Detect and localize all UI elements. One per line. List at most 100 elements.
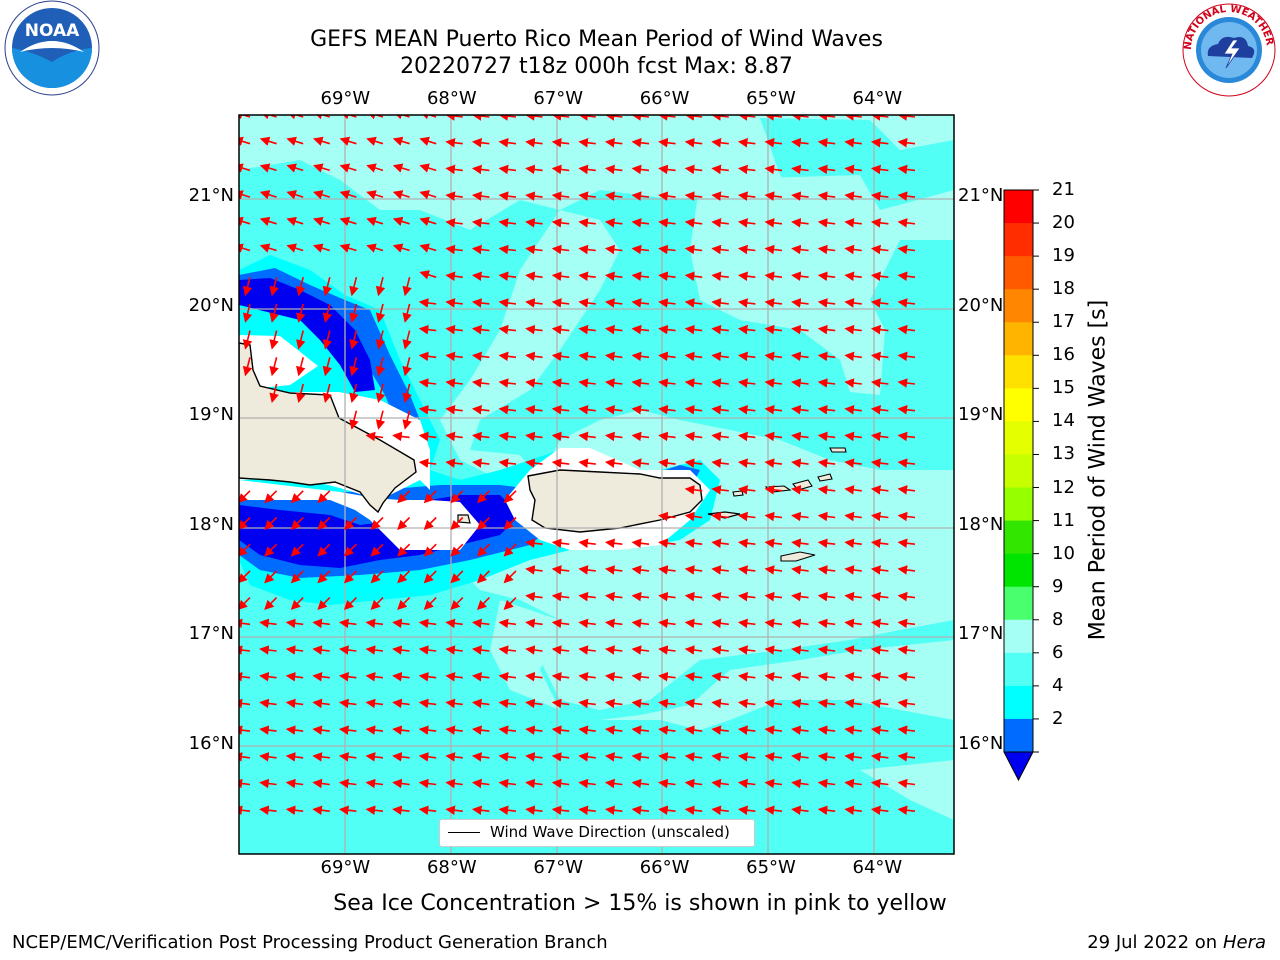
wind-direction-arrow <box>471 378 490 388</box>
wind-direction-arrow <box>423 597 437 611</box>
wind-direction-arrow <box>817 324 836 335</box>
wind-direction-arrow <box>498 752 517 762</box>
wind-direction-arrow <box>870 218 889 228</box>
wind-direction-arrow <box>870 671 889 682</box>
wind-direction-arrow <box>239 645 251 655</box>
wind-direction-arrow <box>711 244 729 255</box>
wind-direction-arrow <box>737 591 756 602</box>
colorbar <box>1003 189 1039 782</box>
wind-direction-arrow <box>737 645 756 655</box>
wind-direction-arrow <box>343 543 357 557</box>
wind-direction-arrow <box>658 191 676 201</box>
wind-direction-arrow <box>264 570 278 584</box>
wind-direction-arrow <box>604 538 623 549</box>
wind-direction-arrow <box>312 698 330 709</box>
wind-direction-arrow <box>418 805 437 816</box>
wind-direction-arrow <box>684 565 703 575</box>
wind-direction-arrow <box>365 752 384 762</box>
wind-direction-arrow <box>498 805 517 816</box>
wind-direction-arrow <box>817 618 836 629</box>
wind-direction-arrow <box>339 216 357 227</box>
wind-direction-arrow <box>365 778 384 789</box>
wind-direction-arrow <box>259 805 277 816</box>
wind-direction-arrow <box>684 511 703 522</box>
wind-direction-arrow <box>312 805 330 816</box>
wind-direction-arrow <box>844 191 862 201</box>
wind-direction-arrow <box>817 511 836 522</box>
wind-direction-arrow <box>604 404 623 415</box>
wind-direction-arrow <box>445 725 463 735</box>
colorbar-segment <box>1004 355 1033 389</box>
wind-direction-arrow <box>764 191 783 201</box>
wind-direction-arrow <box>259 725 277 735</box>
wind-direction-arrow <box>525 298 543 308</box>
wind-direction-arrow <box>317 597 331 611</box>
wind-direction-arrow <box>764 218 783 228</box>
wind-direction-arrow <box>764 645 783 655</box>
wind-direction-arrow <box>844 404 862 415</box>
wind-direction-arrow <box>312 725 330 735</box>
wind-direction-arrow <box>445 698 463 709</box>
wind-direction-arrow <box>791 725 809 735</box>
nws-logo: NATIONAL WEATHER SERVICE <box>1178 0 1276 97</box>
wind-direction-arrow <box>737 378 756 388</box>
wind-direction-arrow <box>764 378 783 388</box>
wind-direction-arrow <box>264 597 278 611</box>
colorbar-tick-label: 18 <box>1052 278 1075 300</box>
wind-direction-arrow <box>844 805 862 816</box>
wind-direction-arrow <box>684 137 703 148</box>
wind-direction-arrow <box>631 671 650 682</box>
wind-direction-arrow <box>498 298 517 308</box>
wind-direction-arrow <box>392 725 410 735</box>
wind-direction-arrow <box>264 516 278 530</box>
wind-direction-arrow <box>498 671 517 682</box>
wind-direction-arrow <box>551 698 570 709</box>
wind-direction-arrow <box>897 244 916 255</box>
wind-direction-arrow <box>870 271 889 282</box>
wind-direction-arrow <box>525 725 543 735</box>
wind-direction-arrow <box>259 778 277 789</box>
wind-direction-arrow <box>604 244 623 255</box>
wind-direction-arrow <box>684 191 703 201</box>
wind-direction-arrow <box>844 431 862 442</box>
wind-direction-arrow <box>498 698 517 709</box>
wind-direction-arrow <box>604 618 623 629</box>
wind-direction-arrow <box>711 671 729 682</box>
wind-direction-arrow <box>471 645 490 655</box>
wind-direction-arrow <box>897 271 916 282</box>
wind-direction-arrow <box>418 458 437 468</box>
wind-direction-arrow <box>844 645 862 655</box>
wind-direction-arrow <box>370 543 384 557</box>
wind-direction-arrow <box>551 244 570 255</box>
wind-direction-arrow <box>604 725 623 735</box>
wind-direction-arrow <box>737 351 756 362</box>
wind-direction-arrow <box>791 671 809 682</box>
sea-ice-note: Sea Ice Concentration > 15% is shown in … <box>333 891 947 916</box>
colorbar-tick-label: 10 <box>1052 542 1075 564</box>
wind-direction-arrow <box>897 645 916 655</box>
wind-direction-arrow <box>239 136 251 146</box>
wind-direction-arrow <box>375 330 386 350</box>
wind-direction-arrow <box>817 565 836 575</box>
wind-direction-arrow <box>375 303 386 323</box>
wind-direction-arrow <box>658 458 676 468</box>
wind-direction-arrow <box>343 597 357 611</box>
wind-direction-arrow <box>476 490 490 504</box>
wind-direction-arrow <box>290 543 304 557</box>
wind-direction-arrow <box>711 431 729 442</box>
wind-direction-arrow <box>242 303 253 323</box>
colorbar-tick-label: 11 <box>1052 509 1075 531</box>
colorbar-tick-label: 17 <box>1052 311 1075 333</box>
wind-direction-arrow <box>764 778 783 789</box>
wind-direction-arrow <box>764 485 783 495</box>
wind-direction-arrow <box>604 351 623 362</box>
wind-direction-arrow <box>525 218 543 228</box>
wind-direction-arrow <box>578 324 596 335</box>
colorbar-segment <box>1004 256 1033 290</box>
wind-direction-arrow <box>897 671 916 682</box>
wind-direction-arrow <box>684 404 703 415</box>
wind-direction-arrow <box>312 115 331 120</box>
colorbar-under-extension <box>1003 751 1034 782</box>
wind-direction-arrow <box>870 244 889 255</box>
